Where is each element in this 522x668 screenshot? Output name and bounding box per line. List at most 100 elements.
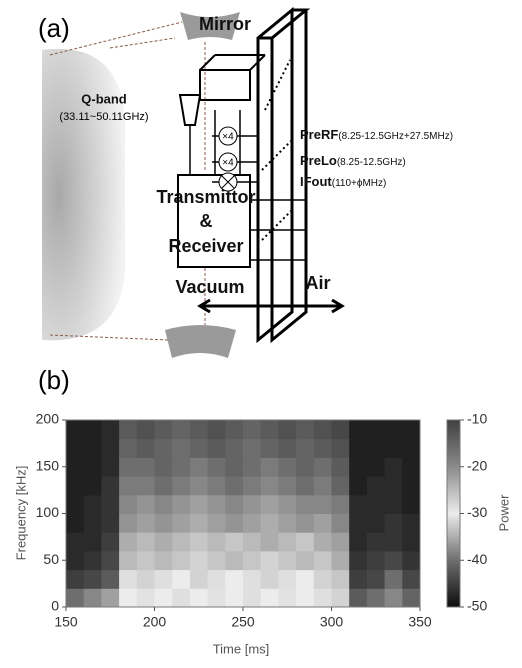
heatmap-cell (136, 569, 155, 589)
colorbar-tick-label: -40 (467, 551, 487, 567)
heatmap-cell (278, 438, 297, 458)
heatmap-cell (313, 476, 332, 496)
colorbar-tick-label: -50 (467, 598, 487, 614)
heatmap-cell (331, 513, 350, 533)
heatmap-cell (296, 513, 315, 533)
heatmap-cell (154, 588, 173, 608)
heatmap-cell (384, 494, 403, 514)
heatmap-cell (101, 457, 120, 477)
mixer-cross (221, 175, 235, 189)
heatmap-cell (83, 476, 102, 496)
heatmap-cell (207, 550, 226, 571)
heatmap-cell (66, 476, 85, 496)
heatmap-cell (313, 420, 332, 440)
heatmap-cell (154, 569, 173, 589)
x-tick-label: 350 (408, 614, 432, 630)
diagram: (a) ×4 ×4 Mirror Q-band (33.11~50.11GHz)… (38, 6, 453, 358)
heatmap-cell (296, 420, 315, 440)
heatmap-cell (260, 420, 279, 440)
heatmap-cell (349, 438, 368, 458)
heatmap-cell (402, 513, 421, 533)
heatmap-cell (207, 420, 226, 440)
prelo-label: PreLo(8.25-12.5GHz) (300, 153, 406, 168)
heatmap-cell (331, 532, 350, 552)
heatmap-cell (313, 550, 332, 571)
heatmap-cell (331, 420, 350, 440)
x-tick-label: 300 (320, 614, 344, 630)
x-tick-label: 200 (143, 614, 167, 630)
heatmap-cell (225, 420, 244, 440)
heatmap-cell (243, 457, 262, 477)
heatmap-cell (172, 457, 191, 477)
heatmap-cell (366, 550, 386, 571)
heatmap-cell (260, 532, 279, 552)
heatmap-cell (225, 588, 244, 608)
heatmap-cell (101, 438, 120, 458)
heatmap-cell (189, 457, 209, 477)
heatmap-cell (119, 494, 138, 514)
heatmap-cell (101, 550, 120, 571)
heatmap-cell (260, 494, 279, 514)
heatmap-cell (260, 438, 279, 458)
heatmap-cell (101, 513, 120, 533)
heatmap-cell (278, 476, 297, 496)
heatmap-cell (83, 420, 102, 440)
heatmap-cell (136, 420, 155, 440)
arrow (197, 298, 345, 314)
heatmap-cell (243, 532, 262, 552)
heatmap-cell (331, 438, 350, 458)
heatmap-cell (260, 569, 279, 589)
plot: 150 200 250 300 350 0 50 100 150 200 -50 -40 -30 -20 -… (36, 411, 488, 630)
heatmap-cell (278, 457, 297, 477)
heatmap-cell (207, 457, 226, 477)
prerf-range: (8.25-12.5GHz+27.5MHz) (338, 131, 453, 142)
heatmap-cell (366, 438, 386, 458)
heatmap-cell (366, 494, 386, 514)
heatmap-cell (260, 550, 279, 571)
heatmap-cell (384, 438, 403, 458)
heatmap-cell (278, 588, 297, 608)
heatmap-cell (189, 569, 209, 589)
heatmap-cell (172, 476, 191, 496)
y-tick-label: 150 (36, 457, 60, 473)
heatmap-cell (172, 588, 191, 608)
prerf: PreRF (300, 127, 338, 142)
heatmap-cell (83, 457, 102, 477)
colorbar-tick-label: -10 (467, 411, 487, 427)
heatmap-cell (296, 588, 315, 608)
heatmap-cell (66, 457, 85, 477)
heatmap-cell (402, 438, 421, 458)
heatmap-cell (83, 513, 102, 533)
heatmap-cell (296, 569, 315, 589)
heatmap-cell (66, 494, 85, 514)
heatmap-cell (136, 457, 155, 477)
heatmap-cell (331, 476, 350, 496)
heatmap-cell (366, 588, 386, 608)
multiplier-label: ×4 (222, 132, 234, 143)
heatmap-cell (331, 550, 350, 571)
heatmap-cell (384, 457, 403, 477)
heatmap-cell (207, 588, 226, 608)
multiplier (218, 126, 238, 146)
y-tick-label: 0 (51, 598, 59, 614)
heatmap-cell (296, 532, 315, 552)
box-text: Receiver (168, 236, 243, 256)
heatmap-cell (154, 532, 173, 552)
heatmap-cell (207, 513, 226, 533)
heatmap-cell (119, 457, 138, 477)
heatmap-cell (402, 532, 421, 552)
heatmap-cell (119, 588, 138, 608)
heatmap-cell (83, 569, 102, 589)
heatmap-cell (136, 476, 155, 496)
heatmap-cell (101, 588, 120, 608)
heatmap-cell (278, 494, 297, 514)
heatmap-cell (402, 569, 421, 589)
heatmap-cell (136, 438, 155, 458)
heatmap-cell (189, 494, 209, 514)
heatmap-cell (260, 513, 279, 533)
heatmap-cell (384, 532, 403, 552)
heatmap-cell (154, 420, 173, 440)
heatmap-cell (366, 532, 386, 552)
heatmap-cell (349, 588, 368, 608)
heatmap-cell (349, 420, 368, 440)
